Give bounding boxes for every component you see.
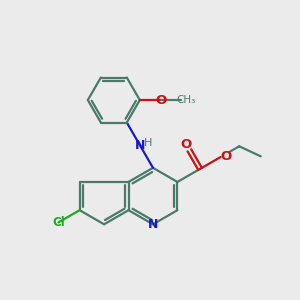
Text: CH₃: CH₃: [176, 95, 196, 105]
Text: N: N: [148, 218, 158, 231]
Text: N: N: [135, 139, 145, 152]
Text: O: O: [181, 138, 192, 151]
Text: O: O: [156, 94, 167, 106]
Text: O: O: [221, 150, 232, 163]
Text: Cl: Cl: [52, 216, 65, 229]
Text: H: H: [144, 138, 152, 148]
